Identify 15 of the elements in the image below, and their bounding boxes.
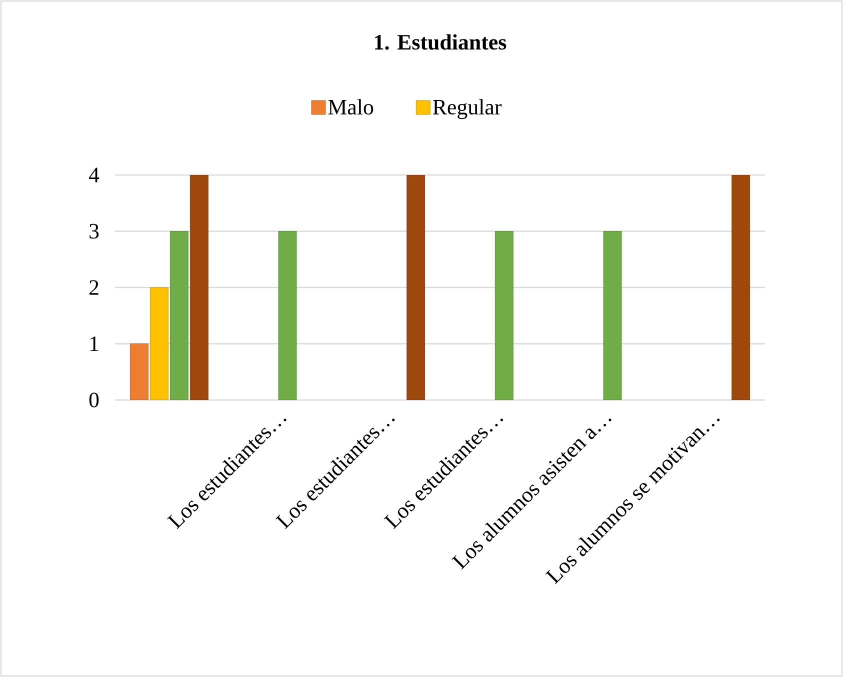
legend-label: Malo xyxy=(328,99,374,115)
chart-title: 1. Estudiantes xyxy=(375,34,506,50)
bar xyxy=(603,231,622,400)
bar xyxy=(494,231,514,400)
y-tick-label: 4 xyxy=(88,168,100,182)
y-tick-label: 1 xyxy=(90,336,98,351)
legend-label: Regular xyxy=(432,99,502,120)
bar xyxy=(278,231,297,400)
bar xyxy=(732,174,750,400)
y-tick-label: 0 xyxy=(89,392,99,408)
y-tick-label: 2 xyxy=(90,280,98,295)
bar xyxy=(190,174,208,400)
y-tick-label: 3 xyxy=(90,224,99,239)
bar xyxy=(406,174,426,400)
bar xyxy=(170,231,188,400)
